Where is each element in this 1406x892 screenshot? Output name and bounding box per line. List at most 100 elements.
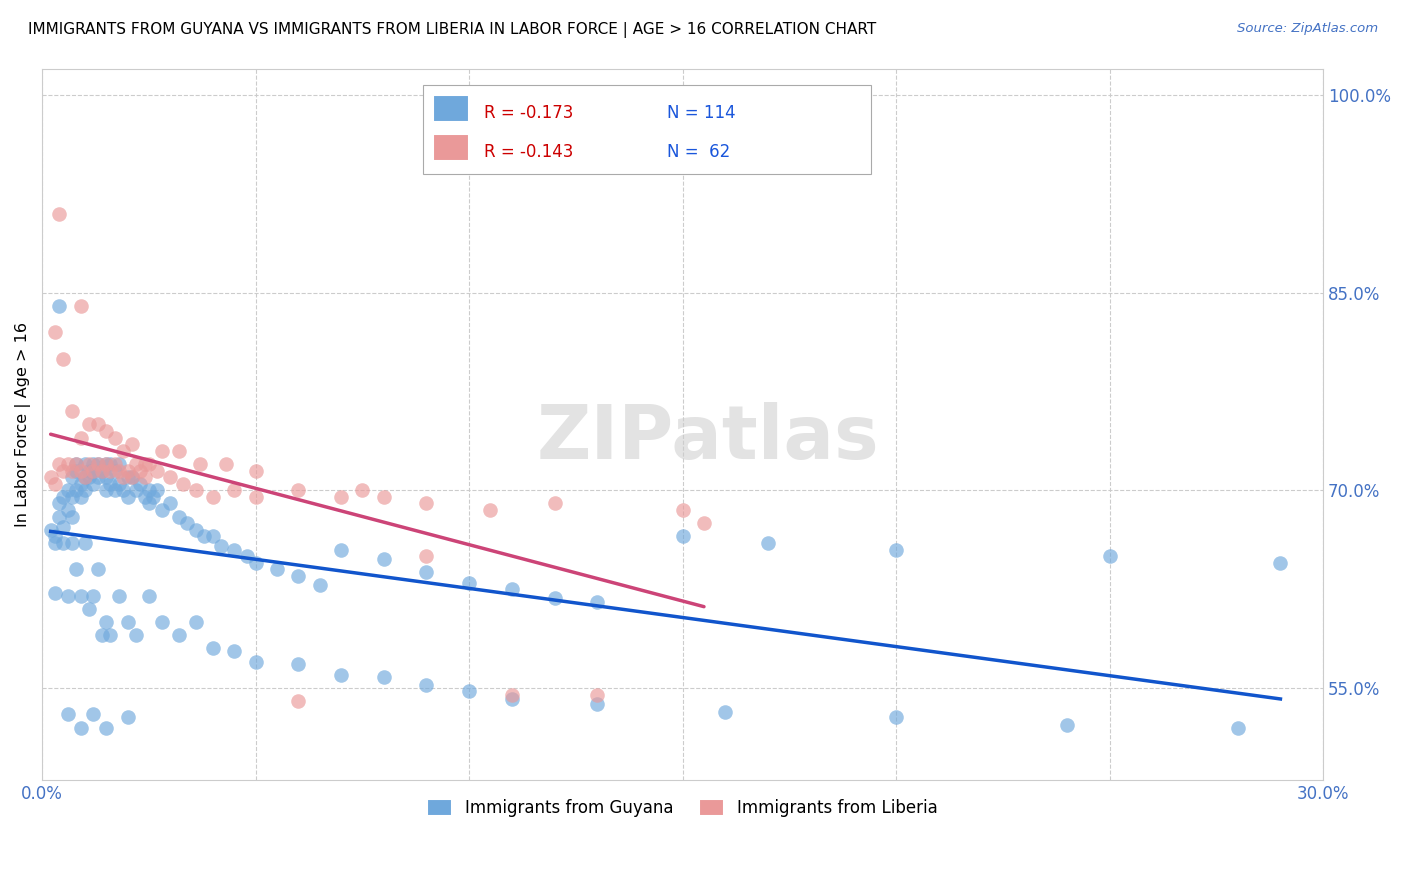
Point (330, 490, 353, 504)
Point (330, 668, 353, 682)
Point (100, 457, 122, 471)
Point (96, 457, 118, 471)
Point (104, 483, 127, 498)
Point (884, 542, 907, 557)
Point (586, 595, 609, 609)
Point (56, 457, 79, 471)
Point (121, 470, 143, 484)
Point (77, 457, 100, 471)
Point (142, 490, 165, 504)
Point (415, 549, 437, 564)
Point (86, 562, 108, 576)
Point (60, 509, 83, 524)
Point (501, 688, 523, 702)
Point (121, 437, 143, 451)
Point (586, 697, 609, 711)
Point (73, 470, 96, 484)
Point (48, 206, 70, 220)
Text: IMMIGRANTS FROM GUYANA VS IMMIGRANTS FROM LIBERIA IN LABOR FORCE | AGE > 16 CORR: IMMIGRANTS FROM GUYANA VS IMMIGRANTS FRO… (28, 22, 876, 38)
Point (112, 470, 135, 484)
Point (586, 688, 609, 702)
Point (884, 710, 907, 724)
Point (96, 424, 118, 438)
Point (146, 464, 169, 478)
Point (129, 476, 152, 491)
Point (90, 628, 112, 642)
Point (672, 503, 695, 517)
Point (150, 615, 173, 629)
Point (77, 417, 100, 432)
Point (134, 490, 156, 504)
Point (77, 470, 100, 484)
Point (501, 691, 523, 706)
Point (373, 671, 395, 685)
Point (1270, 556, 1292, 570)
Point (56, 589, 79, 603)
Point (56, 483, 79, 498)
FancyBboxPatch shape (423, 85, 870, 174)
Point (172, 476, 194, 491)
Point (60, 490, 83, 504)
Point (48, 299, 70, 313)
Point (69, 464, 91, 478)
Point (184, 615, 207, 629)
Point (1098, 549, 1121, 564)
Point (100, 464, 122, 478)
Point (121, 470, 143, 484)
Point (167, 628, 190, 642)
Point (134, 457, 156, 471)
Point (56, 503, 79, 517)
Point (150, 443, 173, 458)
Point (125, 483, 148, 498)
Point (104, 464, 127, 478)
Point (96, 721, 118, 735)
Point (60, 404, 83, 418)
Point (82, 464, 104, 478)
Point (69, 431, 91, 445)
Point (125, 457, 148, 471)
Point (176, 516, 198, 531)
Point (211, 539, 233, 553)
Text: Source: ZipAtlas.com: Source: ZipAtlas.com (1237, 22, 1378, 36)
Point (1056, 718, 1078, 732)
Point (73, 483, 96, 498)
Point (215, 457, 238, 471)
Point (69, 721, 91, 735)
Point (100, 476, 122, 491)
Text: R = -0.143: R = -0.143 (484, 143, 574, 161)
Point (714, 705, 737, 719)
Point (201, 529, 224, 543)
Point (100, 628, 122, 642)
Point (69, 476, 91, 491)
Point (184, 483, 207, 498)
Point (82, 707, 104, 722)
Point (1226, 721, 1249, 735)
Y-axis label: In Labor Force | Age > 16: In Labor Force | Age > 16 (15, 322, 31, 527)
Point (287, 483, 309, 498)
Point (96, 470, 118, 484)
Point (44, 536, 66, 550)
Point (60, 464, 83, 478)
Point (543, 496, 565, 510)
Point (415, 565, 437, 579)
Point (693, 516, 716, 531)
Point (245, 655, 267, 669)
Point (96, 483, 118, 498)
Point (65, 483, 87, 498)
Point (543, 591, 565, 606)
Point (672, 529, 695, 543)
Point (108, 464, 131, 478)
Point (184, 523, 207, 537)
Point (52, 351, 75, 366)
Point (104, 431, 127, 445)
Point (245, 556, 267, 570)
Point (112, 483, 135, 498)
Point (125, 628, 148, 642)
Point (86, 470, 108, 484)
Point (52, 490, 75, 504)
Point (69, 589, 91, 603)
Point (82, 457, 104, 471)
Point (73, 536, 96, 550)
Point (415, 496, 437, 510)
Point (201, 641, 224, 656)
